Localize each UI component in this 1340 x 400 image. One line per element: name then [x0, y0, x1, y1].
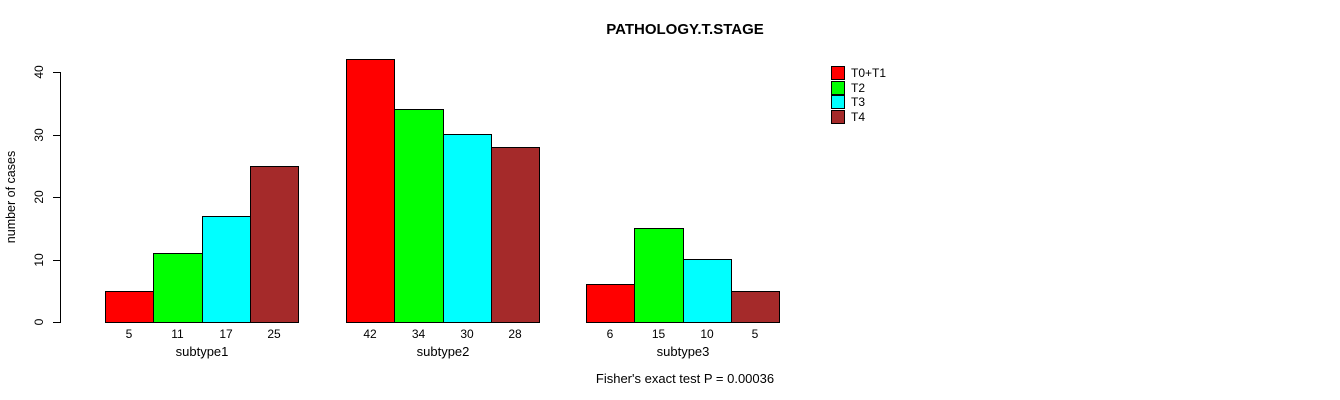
y-axis-label: number of cases	[4, 150, 18, 244]
category-label-subtype1: subtype1	[175, 344, 229, 359]
bar-subtype2-T4	[491, 147, 540, 323]
bar-value-label: 25	[267, 327, 281, 341]
legend-label: T0+T1	[851, 66, 887, 80]
y-tick	[53, 72, 60, 73]
bar-subtype2-T3	[443, 134, 492, 323]
category-label-subtype3: subtype3	[656, 344, 710, 359]
legend-label: T4	[851, 110, 866, 124]
bar-subtype3-T4	[731, 291, 780, 323]
legend-swatch-T4	[831, 110, 845, 124]
legend-label: T2	[851, 81, 866, 95]
bar-value-label: 15	[651, 327, 666, 341]
bar-subtype1-T4	[250, 166, 299, 323]
bar-value-label: 5	[751, 327, 759, 341]
chart-title: PATHOLOGY.T.STAGE	[606, 21, 764, 38]
y-tick-label: 0	[32, 318, 46, 326]
bar-value-label: 28	[508, 327, 522, 341]
bar-subtype1-T0+T1	[105, 291, 154, 323]
y-tick	[53, 197, 60, 198]
legend-swatch-T0+T1	[831, 66, 845, 80]
bar-subtype2-T2	[394, 109, 444, 323]
y-tick-label: 20	[32, 190, 46, 204]
y-tick	[53, 322, 60, 323]
y-tick-label: 30	[32, 128, 46, 142]
y-tick	[53, 260, 60, 261]
bar-subtype2-T0+T1	[346, 59, 395, 323]
bar-subtype1-T2	[153, 253, 203, 323]
y-tick-label: 10	[32, 253, 46, 267]
bar-subtype3-T3	[683, 259, 732, 323]
bar-value-label: 30	[460, 327, 474, 341]
legend-label: T3	[851, 95, 866, 109]
bar-value-label: 11	[171, 327, 184, 341]
legend-swatch-T2	[831, 81, 845, 95]
bar-value-label: 6	[606, 327, 614, 341]
bar-value-label: 17	[219, 327, 233, 341]
bar-value-label: 34	[411, 327, 426, 341]
y-tick	[53, 135, 60, 136]
bar-subtype3-T0+T1	[586, 284, 635, 323]
y-axis-line	[60, 72, 61, 323]
legend-swatch-T3	[831, 95, 845, 109]
y-tick-label: 40	[32, 65, 46, 79]
bar-value-label: 10	[700, 327, 714, 341]
bar-value-label: 42	[363, 327, 377, 341]
bar-subtype1-T3	[202, 216, 251, 323]
bar-value-label: 5	[125, 327, 133, 341]
bar-subtype3-T2	[634, 228, 684, 323]
fisher-annotation: Fisher's exact test P = 0.00036	[595, 371, 775, 386]
category-label-subtype2: subtype2	[416, 344, 470, 359]
